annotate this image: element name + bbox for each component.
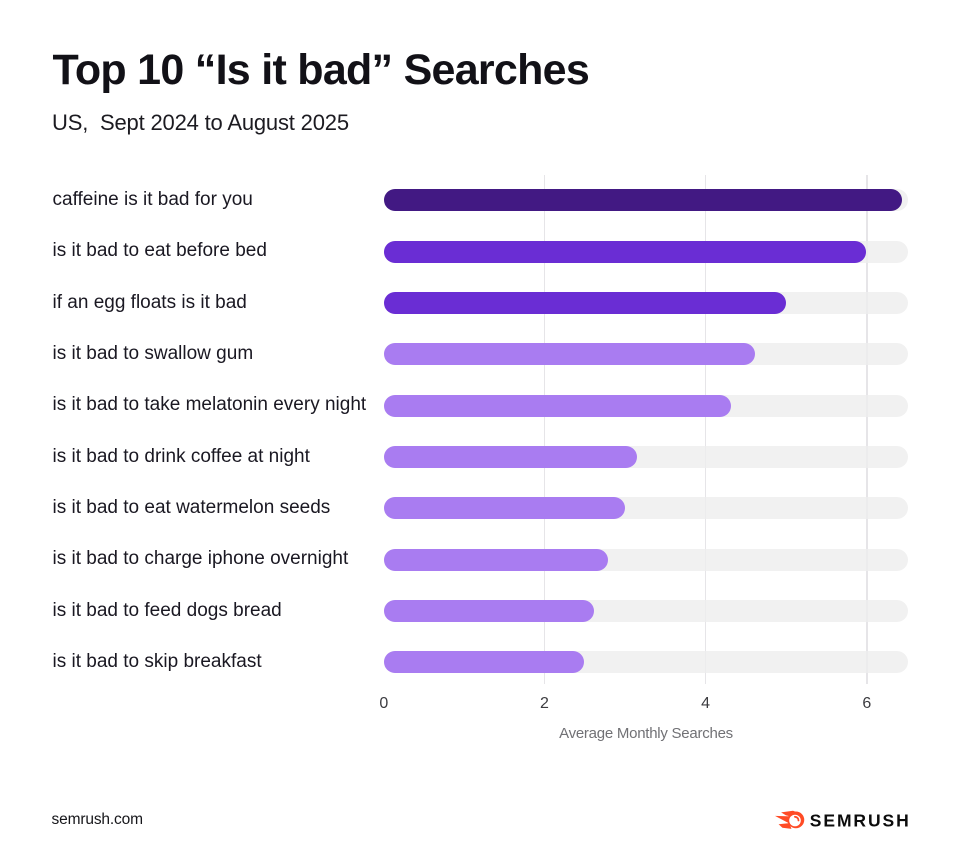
svg-text:SEMRUSH: SEMRUSH <box>810 811 910 831</box>
